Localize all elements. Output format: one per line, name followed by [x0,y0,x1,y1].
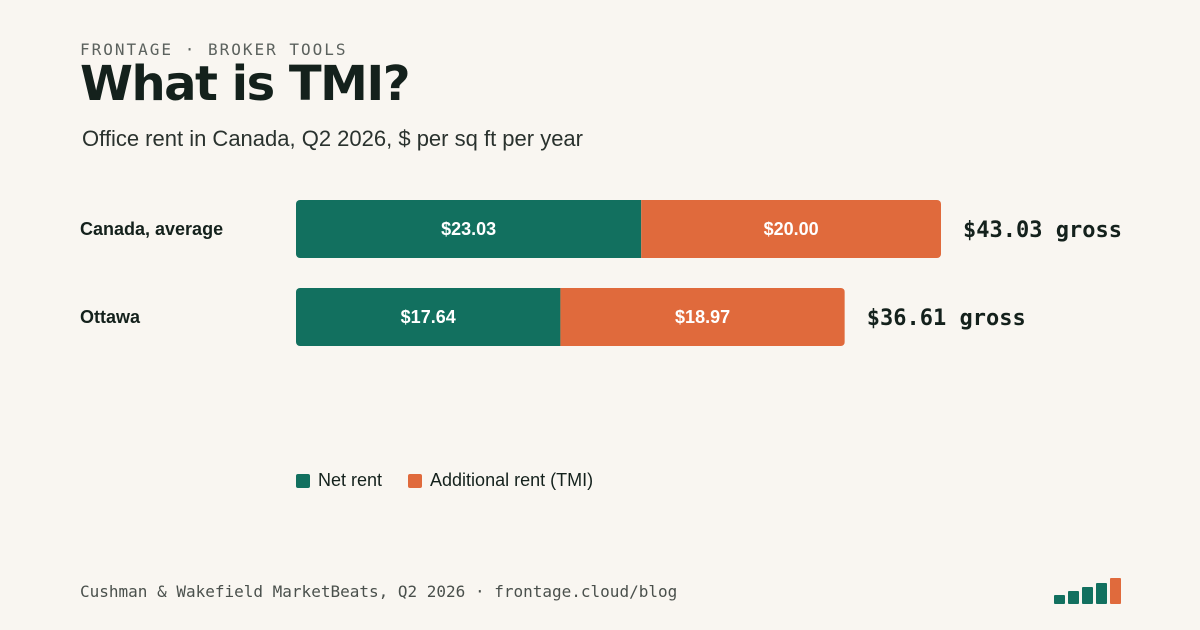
bar-value-label: $18.97 [675,307,730,327]
eyebrow-label: FRONTAGE · BROKER TOOLS [80,40,348,59]
legend-item-tmi: Additional rent (TMI) [408,470,593,491]
bar-value-label: $17.64 [401,307,456,327]
bar-segment-net-rent [296,288,561,346]
category-label: Ottawa [80,307,141,327]
page-subtitle: Office rent in Canada, Q2 2026, $ per sq… [82,126,583,151]
chart-legend: Net rent Additional rent (TMI) [296,470,593,491]
logo-bar-1 [1054,595,1065,604]
source-note: Cushman & Wakefield MarketBeats, Q2 2026… [80,582,678,601]
logo-bar-4 [1096,583,1107,604]
page-title: What is TMI? [80,56,411,112]
bar-segment-tmi [560,288,845,346]
stacked-bar-chart: Canada, average $23.03 $20.00 $43.03 gross O… [80,200,1122,346]
bar-value-label: $20.00 [764,219,819,239]
legend-item-net-rent: Net rent [296,470,382,491]
logo-bar-2 [1068,591,1079,604]
legend-label-tmi: Additional rent (TMI) [430,470,594,490]
category-label: Canada, average [80,219,223,239]
bar-segment-net-rent [296,200,642,258]
logo-bar-3 [1082,587,1093,604]
bar-value-label: $23.03 [441,219,496,239]
gross-total-label: $36.61 gross [867,306,1026,331]
legend-label-net-rent: Net rent [318,470,383,490]
gross-total-label: $43.03 gross [963,218,1122,243]
bar-segment-tmi [641,200,941,258]
bar-chart-logo-icon [1054,578,1121,604]
logo-bar-5 [1110,578,1121,604]
legend-swatch-tmi [408,473,423,488]
legend-swatch-net-rent [296,473,310,488]
